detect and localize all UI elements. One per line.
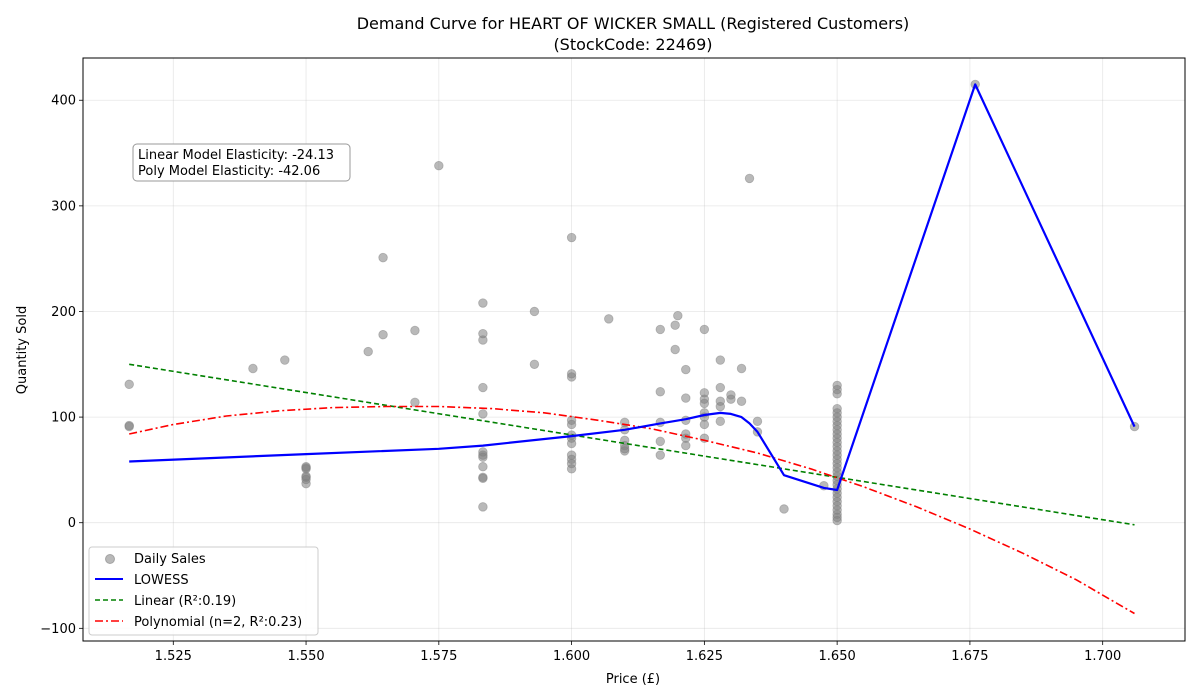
daily-sales-point — [715, 355, 726, 365]
y-axis-ticks: −100 0 100 200 300 400 — [40, 94, 83, 637]
legend-frame — [88, 546, 319, 636]
daily-sales-point — [670, 344, 680, 355]
plot-frame — [82, 57, 1186, 642]
legend-marker-daily-sales — [105, 554, 115, 564]
daily-sales-point — [1129, 421, 1140, 432]
y-tick-label: 200 — [51, 305, 76, 320]
daily-sales-point — [566, 464, 577, 474]
x-axis-label: Price (£) — [606, 672, 660, 687]
legend: Daily Sales LOWESS Linear (R²:0.19) Poly… — [88, 546, 319, 636]
daily-sales-point — [604, 314, 614, 324]
chart-title: Demand Curve for HEART OF WICKER SMALL (… — [357, 14, 910, 54]
x-tick-label: 1.700 — [1084, 649, 1121, 664]
daily-sales-point — [744, 173, 755, 184]
daily-sales-point — [124, 379, 134, 390]
daily-sales-point — [832, 515, 842, 526]
annotation-line-linear: Linear Model Elasticity: -24.13 — [138, 148, 334, 163]
daily-sales-point — [699, 419, 710, 430]
daily-sales-point — [566, 232, 577, 243]
daily-sales-point — [529, 306, 540, 317]
legend-label-lowess: LOWESS — [134, 573, 189, 588]
daily-sales-point — [248, 363, 258, 374]
daily-sales-point — [478, 409, 488, 419]
legend-item-linear: Linear (R²:0.19) — [95, 594, 236, 609]
daily-sales-point — [478, 382, 488, 393]
plot-series — [124, 79, 1140, 615]
chart-title-line-2: (StockCode: 22469) — [553, 35, 712, 54]
daily-sales-point — [410, 397, 420, 408]
daily-sales-point — [478, 502, 488, 512]
daily-sales-point — [715, 416, 726, 427]
y-tick-label: 0 — [68, 516, 76, 531]
daily-sales-point — [681, 440, 691, 451]
annotation-frame — [132, 143, 351, 182]
polynomial-fit-line — [129, 405, 1135, 615]
daily-sales-point — [736, 396, 747, 406]
daily-sales-point — [736, 363, 747, 374]
y-tick-label: 300 — [51, 199, 76, 214]
daily-sales-point — [699, 398, 710, 409]
daily-sales-point — [620, 446, 630, 456]
daily-sales-point — [478, 473, 488, 484]
legend-item-daily-sales: Daily Sales — [105, 552, 206, 567]
series-daily-sales — [124, 79, 1140, 526]
x-tick-label: 1.650 — [819, 649, 856, 664]
grid — [83, 58, 1185, 641]
legend-label-polynomial: Polynomial (n=2, R²:0.23) — [134, 615, 302, 630]
x-axis-ticks: 1.525 1.550 1.575 1.600 1.625 1.650 1.675 1.700 — [155, 641, 1121, 664]
daily-sales-point — [670, 320, 680, 330]
y-tick-label: 100 — [51, 411, 76, 426]
daily-sales-point — [301, 478, 311, 489]
daily-sales-point — [655, 324, 665, 335]
x-tick-label: 1.575 — [420, 649, 457, 664]
daily-sales-point — [673, 311, 683, 321]
daily-sales-point — [655, 436, 665, 447]
daily-sales-point — [715, 401, 726, 412]
y-tick-label: −100 — [40, 622, 76, 637]
daily-sales-point — [410, 325, 420, 336]
y-axis-label: Quantity Sold — [15, 306, 30, 394]
daily-sales-point — [726, 394, 736, 404]
elasticity-annotation: Linear Model Elasticity: -24.13 Poly Mod… — [132, 143, 351, 182]
x-tick-label: 1.600 — [553, 649, 590, 664]
daily-sales-point — [566, 419, 577, 430]
daily-sales-point — [434, 161, 444, 171]
daily-sales-point — [655, 387, 665, 397]
daily-sales-point — [363, 346, 373, 357]
daily-sales-point — [681, 364, 691, 375]
daily-sales-point — [752, 416, 763, 427]
daily-sales-point — [478, 335, 488, 345]
legend-label-daily-sales: Daily Sales — [134, 552, 206, 567]
lowess-line — [129, 83, 1136, 492]
daily-sales-point — [280, 355, 290, 365]
daily-sales-point — [529, 359, 540, 369]
legend-item-lowess: LOWESS — [95, 573, 189, 588]
daily-sales-point — [715, 382, 726, 393]
y-tick-label: 400 — [51, 94, 76, 109]
legend-label-linear: Linear (R²:0.19) — [134, 594, 236, 609]
daily-sales-point — [566, 438, 577, 449]
x-tick-label: 1.550 — [287, 649, 324, 664]
daily-sales-point — [478, 462, 488, 472]
linear-fit-line — [129, 363, 1135, 526]
daily-sales-point — [566, 372, 577, 382]
daily-sales-point — [655, 450, 665, 460]
x-tick-label: 1.525 — [155, 649, 192, 664]
legend-item-polynomial: Polynomial (n=2, R²:0.23) — [95, 615, 302, 630]
daily-sales-point — [478, 452, 488, 462]
daily-sales-point — [378, 252, 388, 263]
x-tick-label: 1.625 — [686, 649, 723, 664]
daily-sales-point — [779, 504, 789, 514]
chart-title-line-1: Demand Curve for HEART OF WICKER SMALL (… — [357, 14, 910, 33]
daily-sales-point — [478, 298, 488, 308]
daily-sales-point — [378, 330, 388, 340]
daily-sales-point — [832, 389, 842, 399]
x-tick-label: 1.675 — [951, 649, 988, 664]
daily-sales-point — [699, 324, 710, 335]
daily-sales-point — [124, 421, 134, 432]
annotation-line-poly: Poly Model Elasticity: -42.06 — [138, 164, 320, 179]
daily-sales-point — [681, 393, 691, 403]
